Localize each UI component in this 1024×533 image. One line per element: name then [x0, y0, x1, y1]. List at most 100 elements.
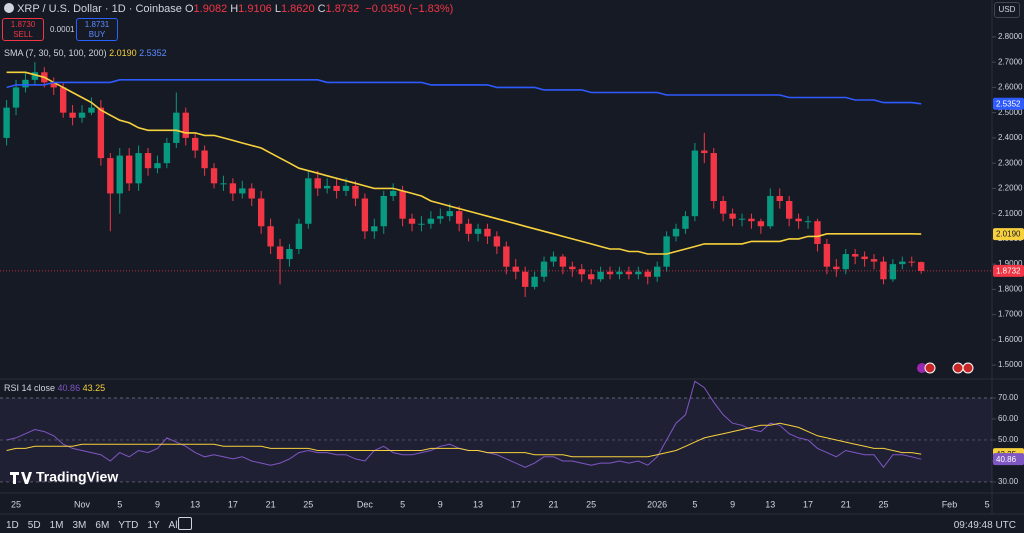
candle-body — [399, 190, 406, 219]
y-tick-label: 2.7000 — [998, 57, 1023, 66]
candle-body — [12, 87, 20, 108]
x-tick-label: 5 — [400, 499, 405, 509]
x-tick-label: 9 — [155, 499, 160, 509]
rsi-label[interactable]: RSI 14 close — [4, 383, 56, 393]
rsi-last-label: 40.86 — [996, 455, 1017, 464]
x-tick-label: 5 — [117, 499, 122, 509]
sma-value: 2.0190 — [109, 48, 137, 58]
candle-body — [644, 271, 651, 277]
range-button[interactable]: YTD — [118, 520, 139, 531]
candle-body — [276, 246, 284, 260]
x-tick-label: 5 — [692, 499, 697, 509]
watermark-text: TradingView — [36, 469, 118, 485]
x-tick-label: 21 — [548, 499, 558, 509]
candle-body — [286, 248, 293, 260]
candle-body — [710, 153, 717, 202]
candle-body — [144, 153, 152, 169]
candle-body — [210, 168, 218, 184]
candle-body — [559, 256, 567, 267]
rsi-value: 40.86 — [57, 383, 81, 393]
candle-body — [69, 112, 76, 118]
candle-body — [531, 276, 538, 287]
y-tick-label: 2.6000 — [998, 83, 1023, 92]
y-tick-label: 2.1000 — [998, 209, 1023, 218]
buy-price: 1.8731 — [84, 20, 110, 29]
ohlc-key: L — [274, 3, 281, 15]
candle-body — [521, 271, 529, 287]
candle-body — [691, 150, 699, 217]
sell-price: 1.8730 — [10, 20, 36, 29]
candle-body — [757, 221, 765, 227]
candle-body — [229, 183, 237, 194]
range-button[interactable]: 6M — [95, 520, 110, 531]
range-button[interactable]: 1D — [6, 520, 19, 531]
axis-layer: 25 Nov 5 9 13 17 21 25 Dec 5 9 13 17 21 25 2026 5 9 13 17 21… — [11, 32, 1024, 509]
range-button[interactable]: 1Y — [147, 520, 160, 531]
candle-body — [653, 266, 661, 277]
candle-body — [314, 178, 321, 189]
candle-body — [437, 216, 444, 219]
y-tick-label: 1.6000 — [998, 335, 1023, 344]
sma-label[interactable]: SMA (7, 30, 50, 100, 200) — [4, 48, 107, 58]
range-button[interactable]: 5D — [27, 520, 41, 531]
candle-body — [182, 112, 189, 138]
candle-body — [663, 236, 670, 267]
candle-body — [78, 112, 86, 118]
candle-body — [587, 274, 595, 280]
candle-body — [163, 142, 171, 164]
x-tick-label: 2026 — [647, 499, 667, 509]
rsi-band-layer — [0, 397, 992, 483]
ohlc-legend: O1.9082 H1.9106 L1.8620 C1.8732 — [185, 3, 362, 15]
candle-body — [88, 107, 95, 113]
candle-body — [173, 112, 180, 143]
x-tick-label: 13 — [190, 499, 200, 509]
x-tick-label: 21 — [266, 499, 276, 509]
range-button[interactable]: All — [168, 520, 180, 531]
range-button[interactable]: 3M — [72, 520, 87, 531]
range-toolbar: 1D 5D 1M 3M 6M YTD 1Y All — [6, 520, 189, 531]
candle-body — [682, 216, 689, 229]
candle-body — [550, 256, 557, 262]
x-tick-label: 13 — [473, 499, 483, 509]
rsi-legend: RSI 14 close 40.86 43.25 — [4, 383, 105, 393]
candle-body — [833, 266, 840, 270]
range-button[interactable]: 1M — [49, 520, 64, 531]
candle-body — [484, 228, 491, 237]
candle-body — [738, 218, 746, 220]
candle-body — [239, 188, 246, 194]
currency-button[interactable]: USD — [994, 2, 1020, 18]
candle-body — [201, 150, 208, 169]
ohlc-key: C — [317, 3, 326, 15]
calendar-icon[interactable] — [178, 517, 192, 530]
x-tick-label: 9 — [438, 499, 443, 509]
x-tick-label: 21 — [841, 499, 851, 509]
event-icon — [917, 363, 927, 373]
candle-body — [512, 266, 519, 272]
candle-body — [342, 185, 350, 191]
candle-body — [427, 218, 435, 224]
symbol-title[interactable]: XRP / U.S. Dollar · 1D · Coinbase — [17, 3, 182, 15]
candle-body — [465, 223, 472, 234]
candle-body — [248, 188, 255, 199]
candle-body — [305, 178, 312, 224]
candle-body — [474, 228, 482, 234]
price-last-label: 1.8732 — [996, 267, 1021, 276]
buy-button[interactable]: 1.8731 BUY — [76, 18, 118, 41]
candle-body — [701, 150, 708, 154]
y-tick-label: 1.7000 — [998, 310, 1023, 319]
watermark: TradingView — [10, 469, 118, 485]
candle-body — [371, 226, 378, 232]
candle-body — [870, 259, 878, 262]
candle-body — [889, 264, 897, 280]
candle-body — [59, 87, 67, 113]
candle-body — [333, 185, 340, 191]
candle-body — [616, 271, 623, 275]
sell-button[interactable]: 1.8730 SELL — [2, 18, 44, 41]
event-icon — [924, 362, 936, 374]
candle-body — [880, 261, 887, 280]
candle-body — [323, 185, 331, 189]
x-tick-label: 13 — [765, 499, 775, 509]
x-tick-label: 25 — [11, 499, 21, 509]
